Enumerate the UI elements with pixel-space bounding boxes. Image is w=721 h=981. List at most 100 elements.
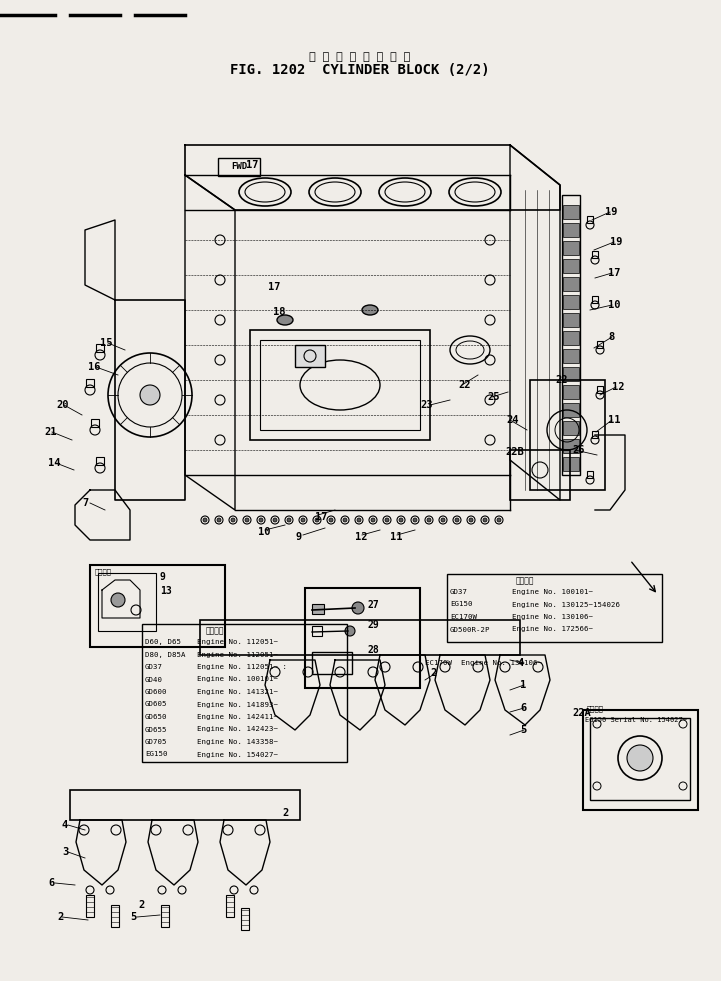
Bar [562,195,580,475]
Bar [592,431,598,438]
Text: Engine No. 112051~: Engine No. 112051~ [197,651,278,657]
Bar [142,624,347,762]
Bar [96,457,104,465]
Text: 17: 17 [246,160,259,170]
Bar [312,652,352,674]
Circle shape [497,518,501,522]
Text: GD37: GD37 [450,589,468,595]
Text: 22: 22 [555,375,567,385]
Text: Engine No. 141893~: Engine No. 141893~ [197,701,278,707]
Text: 4: 4 [518,658,524,668]
Bar [563,205,579,219]
Text: Engine No. 143358~: Engine No. 143358~ [197,739,278,745]
Text: Engine No. 130125~154026: Engine No. 130125~154026 [512,601,620,607]
Circle shape [231,518,235,522]
Text: GD40: GD40 [145,677,163,683]
Text: Engine No. 154027~: Engine No. 154027~ [197,751,278,757]
Text: 15: 15 [100,338,112,348]
Circle shape [399,518,403,522]
Circle shape [343,518,347,522]
Text: 5: 5 [520,725,526,735]
Text: 18: 18 [273,307,286,317]
Circle shape [259,518,263,522]
Text: 12: 12 [612,382,624,392]
Bar [563,241,579,255]
Bar [563,439,579,453]
Text: 17: 17 [608,268,621,278]
Text: 10: 10 [608,300,621,310]
Text: 2: 2 [57,912,63,922]
Bar [226,895,234,917]
Circle shape [371,518,375,522]
Bar [592,251,598,258]
Text: 2: 2 [282,808,288,818]
Circle shape [345,626,355,636]
Bar [597,386,603,393]
Text: 29: 29 [368,620,380,630]
Text: 8: 8 [608,332,614,342]
Text: 6: 6 [520,703,526,713]
Ellipse shape [277,315,293,325]
Text: EC170W: EC170W [450,614,477,620]
Text: 9: 9 [296,532,302,542]
Text: Engine No. 112051~: Engine No. 112051~ [197,639,278,645]
Circle shape [217,518,221,522]
Text: GD705: GD705 [145,739,167,745]
Bar [563,349,579,363]
Bar [260,340,420,430]
Bar [241,908,249,930]
Bar [590,718,690,800]
Circle shape [203,518,207,522]
Text: 22: 22 [458,380,471,390]
Text: シ リ ン ダ ブ ロ ッ ク: シ リ ン ダ ブ ロ ッ ク [309,52,411,62]
Text: 4: 4 [62,820,68,830]
Bar [563,331,579,345]
Text: 20: 20 [56,400,68,410]
Bar [312,604,324,614]
Text: 14: 14 [48,458,61,468]
Circle shape [441,518,445,522]
Bar [583,710,698,810]
Bar [96,344,104,352]
Text: Engine No. 112051~ :: Engine No. 112051~ : [197,664,287,670]
Bar [563,277,579,291]
Text: D80, D85A: D80, D85A [145,651,185,657]
Text: GD600: GD600 [145,689,167,695]
Text: EC170W  Engine No. 130106~: EC170W Engine No. 130106~ [425,660,542,666]
Bar [250,330,430,440]
Text: Engine No. 130106~: Engine No. 130106~ [512,614,593,620]
Bar [563,259,579,273]
Text: GD650: GD650 [145,714,167,720]
Circle shape [301,518,305,522]
Text: 13: 13 [160,586,172,596]
Circle shape [385,518,389,522]
Bar [161,905,169,927]
Bar [447,574,662,642]
Text: EG150 Serial No. 154027~: EG150 Serial No. 154027~ [585,717,687,723]
Bar [563,457,579,471]
Bar [592,296,598,303]
Text: 24: 24 [506,415,518,425]
Ellipse shape [362,305,378,315]
Text: GD500R-2P: GD500R-2P [450,627,490,633]
Circle shape [469,518,473,522]
Bar [587,216,593,223]
Text: D60, D65: D60, D65 [145,639,181,645]
Circle shape [352,602,364,614]
Text: 12: 12 [355,532,368,542]
Text: 適用機種: 適用機種 [516,576,534,585]
Bar [111,905,119,927]
Bar [218,158,260,176]
Text: Engine No. 172566~: Engine No. 172566~ [512,627,593,633]
Circle shape [140,385,160,405]
Text: 17: 17 [268,282,280,292]
Bar [563,385,579,399]
Bar [563,223,579,237]
Bar [587,471,593,478]
Bar [305,588,420,688]
Text: 2: 2 [430,668,436,678]
Text: 2: 2 [138,900,144,910]
Text: 7: 7 [82,498,88,508]
Text: Engine No. 100101~: Engine No. 100101~ [512,589,593,595]
Bar [200,620,520,655]
